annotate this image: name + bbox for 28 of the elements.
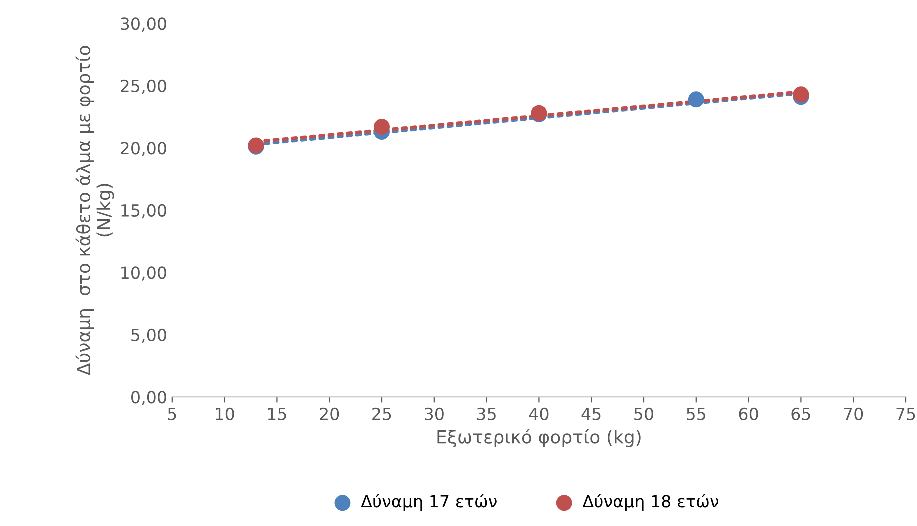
x-tick-label: 5 — [168, 408, 176, 420]
x-tick-label: 35 — [477, 408, 496, 420]
y-tick-label: 30,00 — [121, 18, 166, 32]
x-tick-label: 70 — [844, 408, 864, 420]
y-tick-label: 10,00 — [122, 266, 166, 281]
x-tick-label: 55 — [687, 408, 706, 420]
legend-label: Δύναμη 18 ετών — [582, 494, 719, 511]
x-tick-label: 30 — [425, 408, 444, 420]
x-tick-label: 15 — [268, 408, 286, 420]
x-axis-title: Εξωτερικό φορτίο (kg) — [438, 429, 641, 448]
x-tick-label: 75 — [896, 408, 916, 420]
x-tick-label: 60 — [739, 408, 758, 420]
y-tick-label: 20,00 — [121, 142, 166, 156]
legend-label: Δύναμη 17 ετών — [361, 494, 497, 511]
x-tick-label: 65 — [792, 408, 810, 420]
x-tick-label: 25 — [372, 408, 392, 420]
y-tick-label: 5,00 — [132, 328, 166, 344]
y-tick-label: 0,00 — [132, 391, 166, 406]
x-tick-label: 50 — [634, 408, 654, 420]
y-tick-label: 25,00 — [121, 80, 166, 94]
x-tick-label: 40 — [529, 408, 549, 420]
y-tick-label: 15,00 — [122, 204, 166, 219]
x-tick-label: 10 — [216, 408, 234, 420]
y-axis-title: Δύναμη στο κάθετο άλμα με φορτίο (N/kg) — [76, 46, 114, 376]
x-tick-label: 45 — [582, 408, 601, 420]
x-tick-label: 20 — [320, 408, 340, 420]
point — [374, 119, 390, 135]
point — [688, 92, 704, 108]
